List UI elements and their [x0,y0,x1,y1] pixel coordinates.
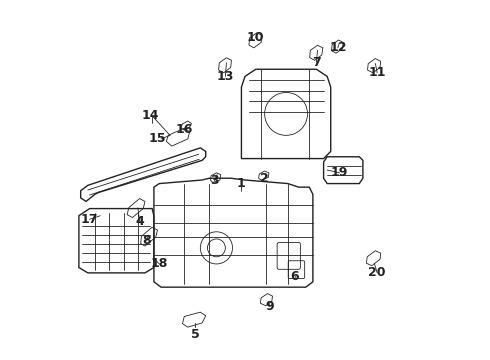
Text: 12: 12 [329,41,346,54]
Text: 1: 1 [237,177,246,190]
Text: 10: 10 [247,31,265,44]
Text: 3: 3 [210,174,219,187]
Text: 9: 9 [266,300,274,313]
Text: 2: 2 [260,172,269,185]
Text: 7: 7 [312,55,321,69]
Text: 14: 14 [142,109,159,122]
Text: 4: 4 [135,215,144,228]
Text: 11: 11 [368,66,386,79]
Text: 16: 16 [175,123,193,136]
Text: 15: 15 [149,132,166,145]
Text: 8: 8 [143,234,151,247]
Text: 18: 18 [150,257,168,270]
Text: 6: 6 [291,270,299,283]
Text: 17: 17 [81,213,98,226]
Text: 20: 20 [368,266,386,279]
Text: 13: 13 [217,70,234,83]
Text: 5: 5 [191,328,199,341]
Text: 19: 19 [331,166,348,179]
